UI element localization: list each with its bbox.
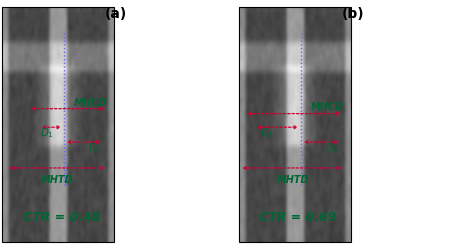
Text: $D_2$: $D_2$ xyxy=(88,141,101,155)
Text: MHTD: MHTD xyxy=(41,175,73,185)
Text: MHTD: MHTD xyxy=(277,175,309,185)
Text: CTR = 0.69: CTR = 0.69 xyxy=(259,211,337,224)
Text: $D_1$: $D_1$ xyxy=(260,126,273,140)
Text: CTR = 0.48: CTR = 0.48 xyxy=(23,211,100,224)
Text: MHCD: MHCD xyxy=(73,98,107,107)
Text: MHCD: MHCD xyxy=(310,103,344,112)
Text: (a): (a) xyxy=(105,7,127,21)
Bar xyxy=(2,7,114,242)
Text: $D_2$: $D_2$ xyxy=(325,141,338,155)
Bar xyxy=(239,7,351,242)
Text: $D_1$: $D_1$ xyxy=(40,126,54,140)
Text: (b): (b) xyxy=(342,7,365,21)
